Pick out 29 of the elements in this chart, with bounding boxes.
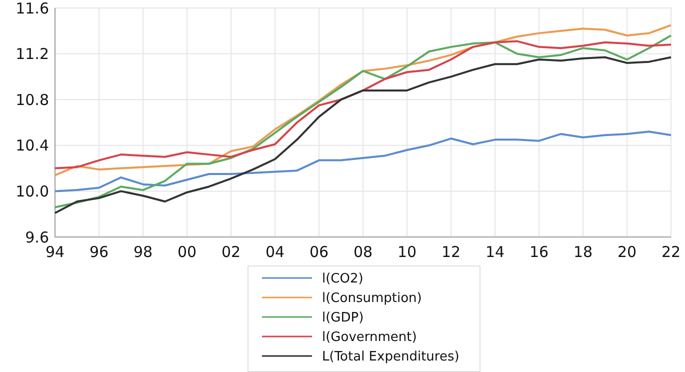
line-series xyxy=(54,34,672,208)
x-tick-label: 18 xyxy=(573,243,593,261)
x-tick-label: 12 xyxy=(441,243,461,261)
legend-label: l(Consumption) xyxy=(322,291,422,306)
y-tick-label: 11.6 xyxy=(16,0,49,18)
x-tick-label: 06 xyxy=(309,243,329,261)
y-tick-label: 10.4 xyxy=(16,136,49,155)
x-tick-label: 96 xyxy=(89,243,109,261)
x-tick-label: 20 xyxy=(617,243,637,261)
line-series xyxy=(54,130,672,192)
legend-label: l(GDP) xyxy=(322,310,364,326)
y-tick-label: 11.2 xyxy=(16,45,49,64)
legend-label: l(CO2) xyxy=(322,272,364,287)
legend-label: l(Government) xyxy=(322,330,417,346)
x-tick-label: 08 xyxy=(353,243,373,261)
x-tick-label: 22 xyxy=(661,243,681,261)
y-tick-label: 10.8 xyxy=(16,90,49,109)
x-tick-label: 16 xyxy=(529,243,549,261)
x-tick-label: 14 xyxy=(485,243,505,261)
line-series xyxy=(54,56,672,214)
legend-label: L(Total Expenditures) xyxy=(322,350,460,365)
line-series xyxy=(54,24,672,176)
x-tick-label: 00 xyxy=(177,243,197,261)
x-tick-label: 04 xyxy=(265,243,285,261)
y-tick-label: 10.0 xyxy=(16,182,49,200)
x-tick-label: 10 xyxy=(397,243,417,261)
x-tick-label: 02 xyxy=(221,243,241,261)
x-tick-label: 98 xyxy=(133,243,153,261)
line-series xyxy=(54,40,672,170)
